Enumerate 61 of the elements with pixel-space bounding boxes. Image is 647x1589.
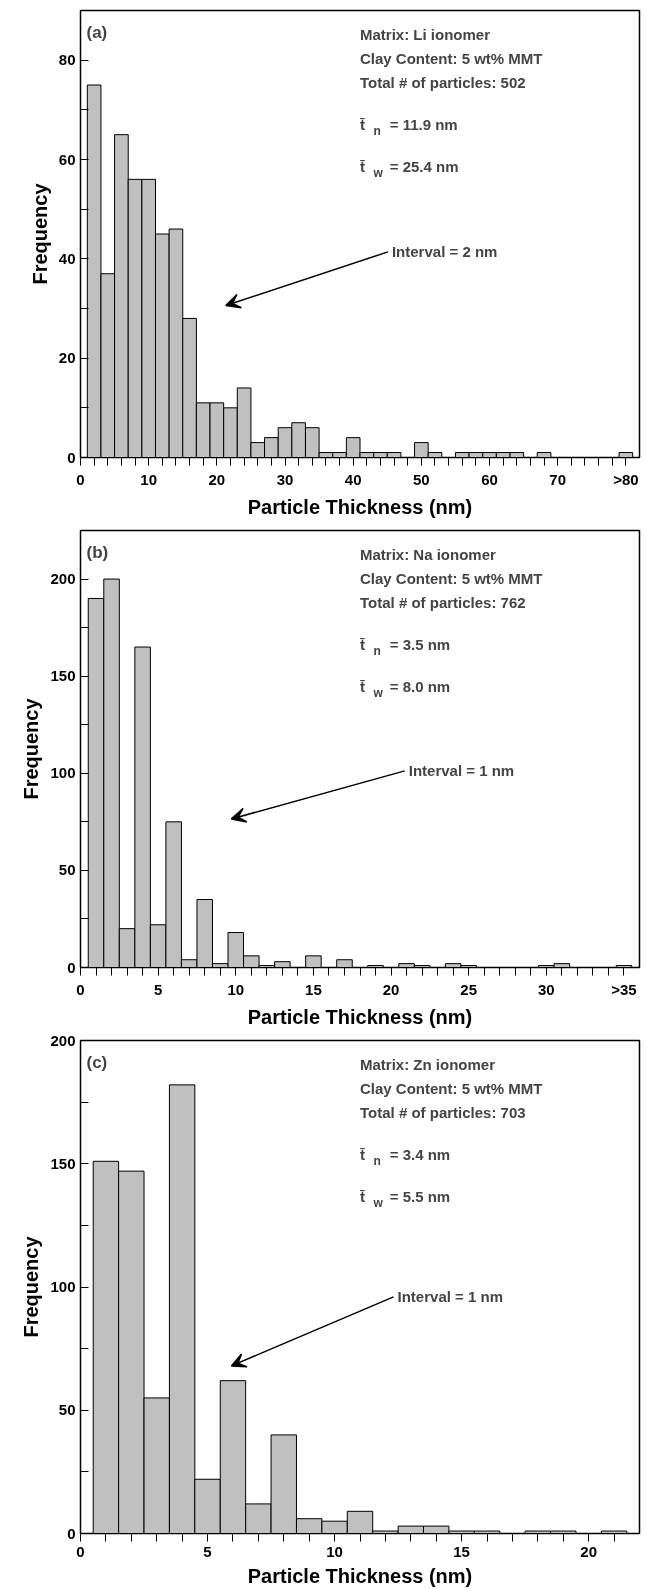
annotation: t̄w = 8.0 nm [359,678,451,700]
annotation: Total # of particles: 502 [360,74,526,91]
x-tick-label: 5 [153,980,163,998]
annotation: Clay Content: 5 wt% MMT [360,50,543,67]
annotation: Interval = 2 nm [391,243,498,261]
x-tick-label: 15 [453,1542,470,1560]
annotation: t̄w = 25.4 nm [359,158,459,180]
x-tick-label: 5 [203,1542,212,1560]
x-tick-label: 25 [460,980,478,998]
annotation: (c) [86,1053,108,1072]
x-tick-label: 40 [344,470,362,488]
x-tick-label: >80 [613,470,639,488]
x-tick-label: 20 [382,980,400,998]
x-tick-label: 60 [481,470,498,488]
annotation: t̄n = 3.5 nm [359,636,451,658]
annotation: (a) [86,23,108,42]
x-tick-label: 10 [326,1542,343,1560]
y-tick-label: 150 [50,667,76,685]
y-tick-label: 40 [58,249,76,267]
y-tick-label: 0 [67,958,76,976]
x-tick-label: >35 [611,980,637,998]
y-tick-label: 50 [58,1401,76,1419]
y-tick-label: 100 [50,764,76,782]
x-tick-label: 10 [140,470,158,488]
annotation: (b) [86,543,109,562]
x-tick-label: 50 [413,470,430,488]
x-tick-label: 10 [227,980,245,998]
annotation: Matrix: Li ionomer [360,26,491,43]
x-tick-label: 30 [537,980,555,998]
y-tick-label: 50 [58,861,76,879]
x-axis-title: Particle Thickness (nm) [247,1564,473,1587]
annotation: Total # of particles: 762 [360,594,526,611]
x-tick-label: 70 [549,470,567,488]
annotation: t̄n = 11.9 nm [359,116,458,138]
y-axis-title: Frequency [20,1235,43,1338]
annotation: t̄w = 5.5 nm [359,1188,451,1210]
y-tick-label: 200 [50,1031,76,1049]
x-tick-label: 20 [580,1542,598,1560]
y-tick-label: 80 [58,51,76,69]
annotation: Clay Content: 5 wt% MMT [360,570,543,587]
annotation: Matrix: Zn ionomer [360,1056,496,1073]
annotation: Clay Content: 5 wt% MMT [360,1080,543,1097]
y-tick-label: 0 [67,1524,76,1542]
y-tick-label: 0 [67,448,76,466]
annotation: Matrix: Na ionomer [360,546,497,563]
annotation: Total # of particles: 703 [360,1104,526,1121]
x-axis-title: Particle Thickness (nm) [247,1005,473,1028]
annotation: Interval = 1 nm [408,762,515,780]
y-tick-label: 150 [50,1154,76,1172]
y-tick-label: 60 [58,150,76,168]
x-tick-label: 20 [208,470,226,488]
y-axis-title: Frequency [20,697,43,800]
x-tick-label: 30 [276,470,294,488]
annotation: Interval = 1 nm [397,1288,504,1306]
y-tick-label: 100 [50,1278,76,1295]
y-tick-label: 200 [50,570,76,588]
x-tick-label: 15 [305,980,322,998]
y-tick-label: 20 [58,349,76,367]
annotation: t̄n = 3.4 nm [359,1146,451,1168]
y-axis-title: Frequency [28,182,51,285]
x-axis-title: Particle Thickness (nm) [247,495,473,518]
